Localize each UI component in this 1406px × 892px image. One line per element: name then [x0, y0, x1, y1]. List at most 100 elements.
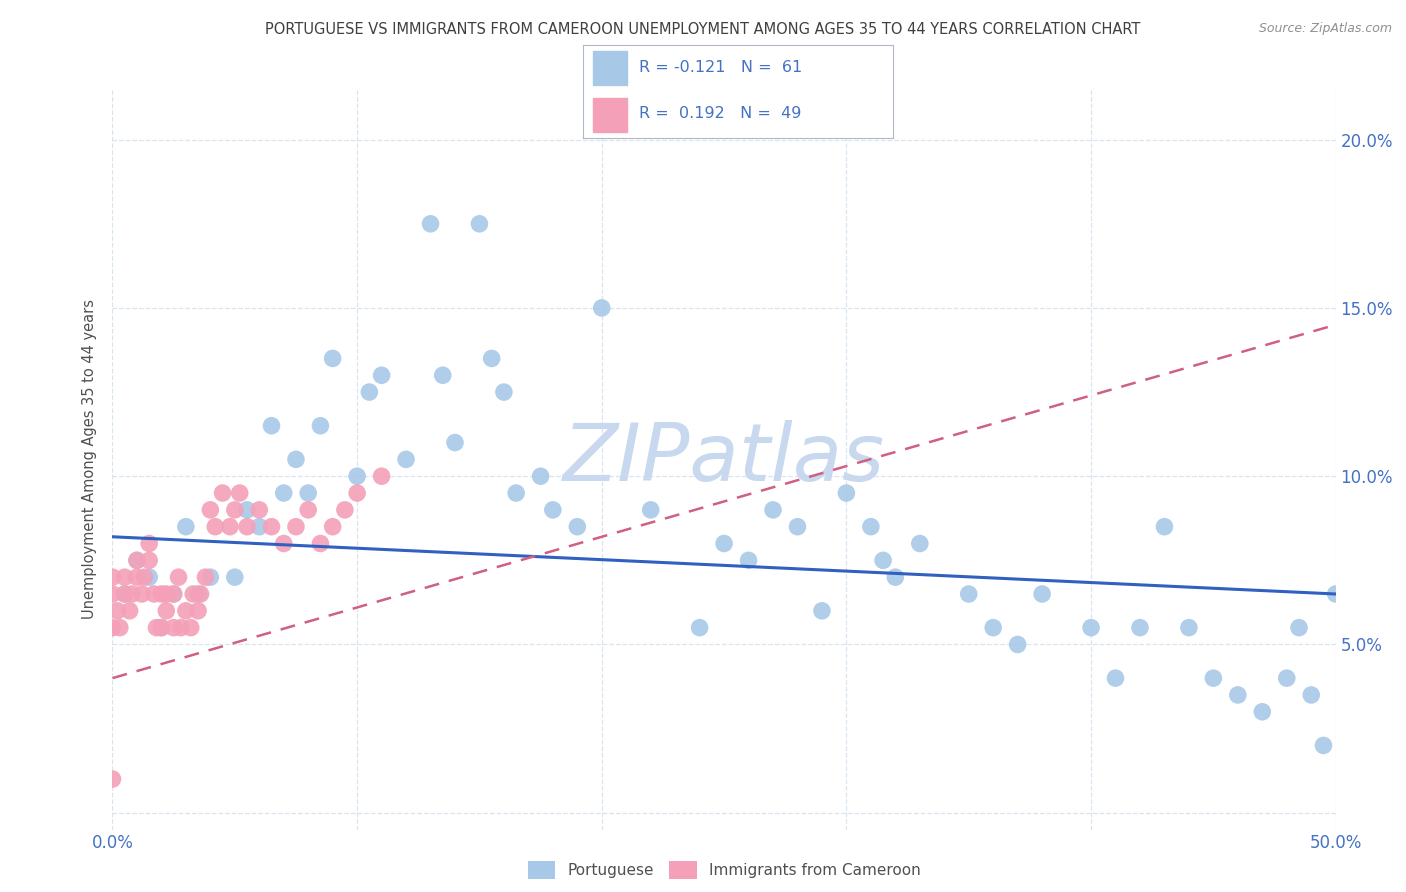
Point [105, 604, 128, 618]
Point [228, 486, 250, 500]
Point [395, 452, 418, 467]
Point [884, 570, 907, 584]
Point [370, 469, 392, 483]
Point [155, 587, 177, 601]
Text: PORTUGUESE VS IMMIGRANTS FROM CAMEROON UNEMPLOYMENT AMONG AGES 35 TO 44 YEARS CO: PORTUGUESE VS IMMIGRANTS FROM CAMEROON U… [266, 22, 1140, 37]
Text: R =  0.192   N =  49: R = 0.192 N = 49 [640, 106, 801, 121]
Point [689, 621, 711, 635]
Point [247, 503, 270, 517]
Point [114, 587, 136, 601]
Legend: Portuguese, Immigrants from Cameroon: Portuguese, Immigrants from Cameroon [522, 855, 927, 885]
Point [492, 385, 515, 400]
Point [101, 772, 124, 786]
Point [981, 621, 1004, 635]
Point [224, 570, 246, 584]
Point [170, 621, 193, 635]
Point [108, 621, 131, 635]
FancyBboxPatch shape [593, 51, 627, 85]
Point [1202, 671, 1225, 685]
Point [134, 570, 156, 584]
Point [167, 570, 190, 584]
Point [1324, 587, 1347, 601]
Point [1007, 637, 1029, 651]
Point [101, 570, 124, 584]
Point [118, 604, 141, 618]
Point [236, 503, 259, 517]
Point [529, 469, 551, 483]
Y-axis label: Unemployment Among Ages 35 to 44 years: Unemployment Among Ages 35 to 44 years [82, 300, 97, 619]
Point [370, 368, 392, 383]
Point [1104, 671, 1126, 685]
Point [284, 519, 308, 533]
Point [150, 587, 173, 601]
Point [138, 570, 160, 584]
Point [247, 519, 270, 533]
Point [333, 503, 356, 517]
Point [322, 519, 344, 533]
Text: R = -0.121   N =  61: R = -0.121 N = 61 [640, 60, 803, 75]
Point [260, 519, 283, 533]
Point [190, 587, 212, 601]
Point [567, 519, 589, 533]
Point [180, 621, 202, 635]
Point [1178, 621, 1201, 635]
Point [1275, 671, 1298, 685]
Point [762, 503, 785, 517]
Point [346, 469, 368, 483]
Point [297, 503, 319, 517]
Point [1312, 739, 1334, 753]
Text: ZIPatlas: ZIPatlas [562, 420, 886, 499]
Point [811, 604, 834, 618]
Point [713, 536, 735, 550]
Point [1226, 688, 1249, 702]
Point [101, 621, 124, 635]
Point [481, 351, 503, 366]
Point [163, 587, 186, 601]
Point [187, 604, 209, 618]
Point [138, 553, 160, 567]
Point [145, 621, 167, 635]
Point [150, 621, 173, 635]
Point [150, 621, 173, 635]
Point [872, 553, 894, 567]
Point [908, 536, 931, 550]
Point [1031, 587, 1053, 601]
Point [737, 553, 759, 567]
Point [143, 587, 166, 601]
Point [121, 587, 143, 601]
Point [211, 486, 233, 500]
Point [125, 553, 148, 567]
Point [181, 587, 204, 601]
Point [200, 570, 222, 584]
Point [163, 621, 186, 635]
Point [273, 536, 295, 550]
Point [1288, 621, 1310, 635]
Point [591, 301, 613, 315]
Point [859, 519, 882, 533]
Point [359, 385, 381, 400]
Point [432, 368, 454, 383]
Point [194, 570, 217, 584]
Point [260, 418, 283, 433]
Point [297, 486, 319, 500]
Point [640, 503, 662, 517]
Point [174, 519, 197, 533]
Point [273, 486, 295, 500]
Point [835, 486, 858, 500]
Point [174, 604, 197, 618]
Point [1301, 688, 1323, 702]
Point [200, 503, 222, 517]
Point [1080, 621, 1102, 635]
Point [284, 452, 308, 467]
Point [468, 217, 491, 231]
Point [125, 570, 148, 584]
Point [155, 604, 177, 618]
Point [114, 587, 136, 601]
Point [444, 435, 467, 450]
Point [309, 536, 332, 550]
Point [131, 587, 153, 601]
Point [322, 351, 344, 366]
Text: Source: ZipAtlas.com: Source: ZipAtlas.com [1258, 22, 1392, 36]
Point [541, 503, 564, 517]
Point [187, 587, 209, 601]
